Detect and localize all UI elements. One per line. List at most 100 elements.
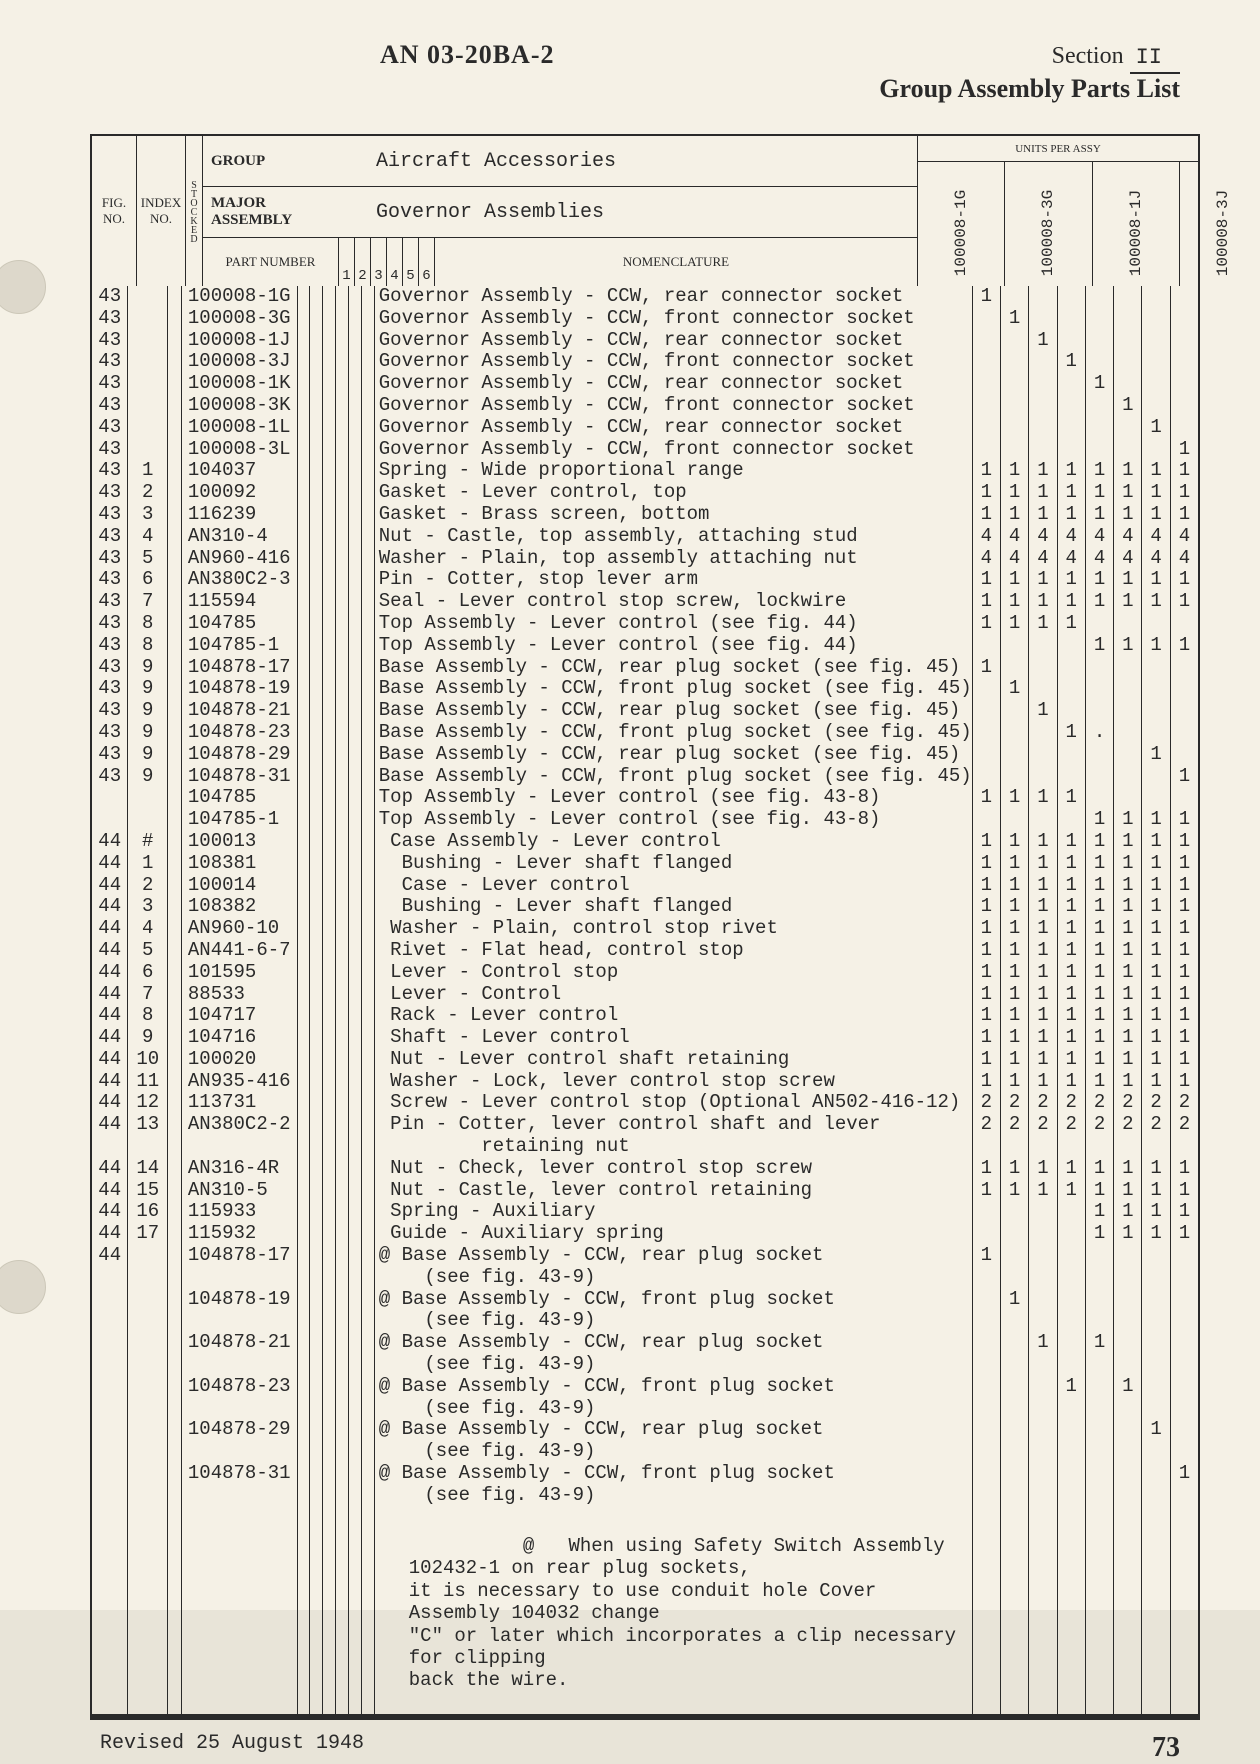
qty-cell: 1 [973,286,1000,308]
qty-cell [1058,308,1085,330]
qty-cell [1142,613,1169,635]
fig-cell: 44 [92,1071,127,1093]
qty-cell [1142,678,1169,700]
qty-cell: 1 [1058,351,1085,373]
nom-cell: Lever - Control [379,984,972,1006]
qty-cell: 2 [1001,1114,1028,1136]
fig-cell: 44 [92,918,127,940]
qty-cell: 1 [973,613,1000,635]
qty-cell: 1 [1086,1223,1113,1245]
nom-cell: Bushing - Lever shaft flanged [379,853,972,875]
qty-cell: 1 [973,569,1000,591]
qty-cell [1029,1376,1056,1398]
partno-cell: AN441-6-7 [188,940,297,962]
qty-cell: 1 [1058,613,1085,635]
qty-cell: 1 [1142,591,1169,613]
qty-cell [1058,1267,1085,1289]
nom-cell: Governor Assembly - CCW, front connector… [379,308,972,330]
fig-cell: 43 [92,635,127,657]
qty-cell: 1 [1001,591,1028,613]
qty-cell: 1 [1001,1005,1028,1027]
partno-cell: 100008-1G [188,286,297,308]
qty-cell: 1 [1142,809,1169,831]
qty-cell [973,809,1000,831]
qty-cell: 1 [1001,787,1028,809]
partno-cell: AN310-4 [188,526,297,548]
qty-cell: 1 [1086,1201,1113,1223]
qty-cell [1171,1332,1198,1354]
qty-cell [1086,351,1113,373]
qty-cell: 1 [1058,460,1085,482]
qty-cell: 1 [1171,460,1198,482]
partno-cell: 104878-21 [188,700,297,722]
qty-cell: 1 [1058,1071,1085,1093]
qty-cell [1001,1332,1028,1354]
unit-col: 11114411111111111111112211111 [1114,286,1142,1714]
qty-cell [1001,1245,1028,1267]
partno-cell [188,1441,297,1463]
qty-cell: 2 [973,1092,1000,1114]
qty-cell: 1 [1114,395,1141,417]
partno-cell: 104878-19 [188,1289,297,1311]
note-symbol: @ [523,1535,534,1557]
qty-cell: 1 [1114,1180,1141,1202]
partno-cell: 108381 [188,853,297,875]
unit-col: 1111441111111111111111122111 [1058,286,1086,1714]
qty-cell: 1 [1114,591,1141,613]
qty-cell [1114,1419,1141,1441]
qty-cell [1171,1310,1198,1332]
partno-cell: 115933 [188,1201,297,1223]
qty-cell: 4 [1171,548,1198,570]
qty-cell [973,1310,1000,1332]
index-cell [128,351,167,373]
nom-cell: Governor Assembly - CCW, front connector… [379,439,972,461]
index-cell: 3 [128,504,167,526]
qty-cell: 4 [1058,526,1085,548]
partno-cell [188,1310,297,1332]
qty-cell [1086,286,1113,308]
qty-cell [1001,1354,1028,1376]
qty-cell [1086,700,1113,722]
qty-cell: 1 [1114,896,1141,918]
index-cell [128,1245,167,1267]
qty-cell [1029,373,1056,395]
qty-cell: 4 [1142,548,1169,570]
qty-cell [1029,744,1056,766]
qty-cell: 1 [1142,1158,1169,1180]
qty-cell: 2 [1171,1114,1198,1136]
table-header: FIG.NO. INDEXNO. STOCKED GROUP Aircraft … [92,136,1198,286]
qty-cell [1001,330,1028,352]
qty-cell [1029,439,1056,461]
qty-cell: 1 [1001,1158,1028,1180]
qty-cell: 1 [1114,504,1141,526]
qty-cell [1086,1310,1113,1332]
qty-cell [1142,1441,1169,1463]
fig-cell: 43 [92,482,127,504]
index-cell [128,1485,167,1507]
fig-cell: 44 [92,1158,127,1180]
qty-cell [1171,330,1198,352]
qty-cell: 1 [1114,1027,1141,1049]
index-cell: 9 [128,722,167,744]
qty-cell: 1 [1058,918,1085,940]
qty-cell [1001,1201,1028,1223]
qty-cell: 1 [1029,1049,1056,1071]
qty-cell [1114,1310,1141,1332]
qty-cell: 1 [1086,591,1113,613]
index-cell: 2 [128,482,167,504]
qty-cell: 2 [1029,1114,1056,1136]
qty-cell: 1 [1171,1049,1198,1071]
qty-cell: 1 [1058,1049,1085,1071]
unit-col: 1111441111111111111111122111 [973,286,1001,1714]
document-number: AN 03-20BA-2 [380,40,555,70]
fig-cell: 43 [92,744,127,766]
indent-rules [298,286,375,1714]
qty-cell: 1 [973,984,1000,1006]
qty-cell: 4 [1029,548,1056,570]
qty-cell: 1 [1142,482,1169,504]
qty-cell [1029,1223,1056,1245]
partno-cell: AN310-5 [188,1180,297,1202]
qty-cell [1029,1310,1056,1332]
qty-cell: 1 [1058,940,1085,962]
qty-cell [1058,1419,1085,1441]
